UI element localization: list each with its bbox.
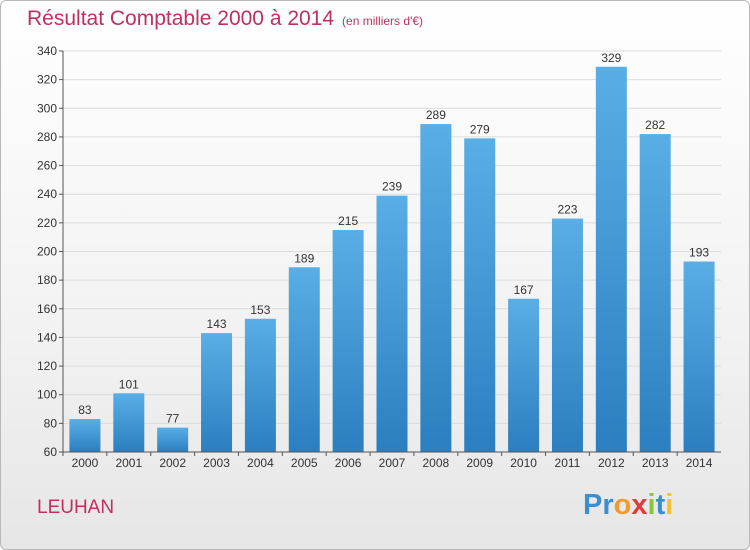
logo-letter: t	[655, 489, 666, 521]
y-axis-ticks: 60 80 100 120 140 160 180 200 220 240 260 280 300 320…	[37, 44, 63, 459]
bar	[69, 419, 101, 452]
x-tick-label: 2009	[466, 456, 493, 470]
bar-value-label: 289	[426, 108, 446, 122]
bar	[376, 195, 408, 452]
x-axis-ticks: 2000 2001 2002 2003 2004 2005 2006 2007 2008 2009…	[62, 452, 713, 470]
bar	[595, 66, 627, 452]
x-tick-label: 2012	[598, 456, 625, 470]
x-tick-label: 2011	[555, 456, 581, 470]
x-tick-label: 2010	[510, 456, 537, 470]
x-tick-label: 2007	[379, 456, 406, 470]
bar-value-label: 193	[689, 246, 709, 260]
x-tick-label: 2001	[115, 456, 142, 470]
bar-value-label: 329	[601, 51, 621, 65]
x-tick-label: 2014	[686, 456, 713, 470]
logo-letter: r	[602, 489, 614, 521]
bar-value-label: 215	[338, 214, 358, 228]
bar-value-label: 167	[514, 283, 534, 297]
chart-title: Résultat Comptable 2000 à 2014 (en millie…	[27, 7, 423, 31]
chart-subtitle: (en milliers d'€)	[342, 14, 424, 28]
y-tick-label: 200	[37, 245, 57, 259]
y-tick-label: 60	[44, 445, 58, 459]
x-tick-label: 2006	[335, 456, 362, 470]
proxiti-logo: Proxiti	[583, 489, 673, 522]
bar	[639, 134, 671, 453]
bar	[244, 318, 276, 452]
bar-value-label: 77	[166, 412, 180, 426]
bar-value-label: 282	[645, 118, 665, 132]
x-tick-label: 2000	[72, 456, 99, 470]
x-tick-label: 2003	[203, 456, 230, 470]
logo-letter: x	[631, 489, 648, 521]
logo-letter: i	[665, 489, 674, 521]
value-labels: 83 101 77 143 153 189 215 239 289 279 167 223 329 282…	[78, 51, 709, 426]
bar-value-label: 189	[294, 251, 314, 265]
bar	[332, 230, 364, 452]
y-tick-label: 340	[37, 44, 57, 58]
bar-value-label: 143	[207, 317, 227, 331]
bars	[69, 66, 715, 453]
y-tick-label: 220	[37, 216, 57, 230]
bar	[288, 267, 320, 452]
bar-value-label: 279	[470, 122, 490, 136]
bar-value-label: 239	[382, 180, 402, 194]
logo-letter: o	[613, 489, 632, 521]
y-tick-label: 160	[37, 302, 57, 316]
x-tick-label: 2002	[159, 456, 186, 470]
bar-value-label: 153	[250, 303, 270, 317]
y-tick-label: 300	[37, 101, 57, 115]
y-tick-label: 120	[37, 359, 57, 373]
bar	[464, 138, 496, 452]
bar	[508, 298, 540, 452]
y-tick-label: 100	[37, 388, 57, 402]
bar	[683, 261, 715, 452]
x-tick-label: 2008	[423, 456, 450, 470]
chart-title-main: Résultat Comptable 2000 à 2014	[27, 7, 335, 30]
bar	[420, 124, 452, 453]
bar-value-label: 101	[119, 377, 139, 391]
bar	[157, 427, 189, 452]
commune-name: LEUHAN	[37, 497, 115, 518]
y-tick-label: 280	[37, 130, 57, 144]
y-tick-label: 260	[37, 159, 57, 173]
logo-letter: i	[647, 489, 656, 521]
y-tick-label: 80	[44, 416, 58, 430]
x-tick-label: 2005	[291, 456, 318, 470]
axes	[62, 51, 721, 453]
y-tick-label: 240	[37, 187, 57, 201]
x-tick-label: 2013	[642, 456, 669, 470]
bar-value-label: 223	[557, 203, 577, 217]
bar	[201, 333, 233, 452]
bar	[113, 393, 145, 452]
x-tick-label: 2004	[247, 456, 274, 470]
y-tick-label: 180	[37, 273, 57, 287]
logo-letter: P	[583, 489, 603, 521]
y-tick-label: 140	[37, 330, 57, 344]
y-tick-label: 320	[37, 73, 57, 87]
bar-value-label: 83	[78, 403, 92, 417]
bar	[551, 218, 583, 452]
